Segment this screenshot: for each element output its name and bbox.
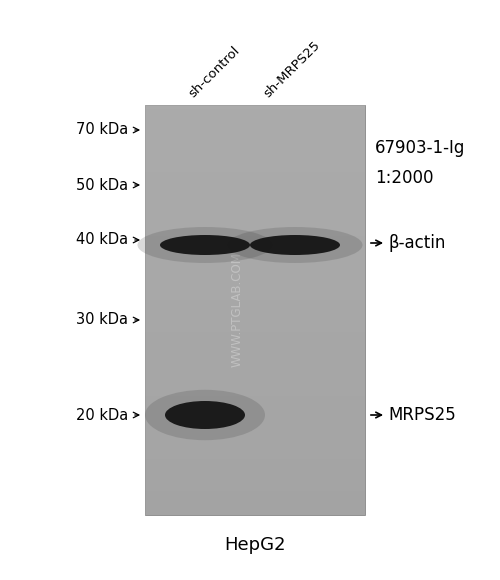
Text: HepG2: HepG2 (224, 536, 286, 554)
Text: 67903-1-Ig: 67903-1-Ig (375, 139, 466, 157)
Text: β-actin: β-actin (388, 234, 446, 252)
Text: 40 kDa: 40 kDa (76, 233, 128, 248)
Ellipse shape (145, 390, 265, 440)
Text: sh-control: sh-control (186, 44, 242, 100)
Ellipse shape (228, 227, 362, 263)
Bar (145, 105, 365, 515)
Ellipse shape (250, 235, 340, 255)
Text: MRPS25: MRPS25 (388, 406, 456, 424)
Ellipse shape (160, 235, 250, 255)
Text: 30 kDa: 30 kDa (76, 313, 128, 328)
Text: 50 kDa: 50 kDa (76, 177, 128, 193)
Text: WWW.PTGLAB.COM: WWW.PTGLAB.COM (231, 252, 244, 368)
Text: 20 kDa: 20 kDa (76, 408, 128, 422)
Text: sh-MRPS25: sh-MRPS25 (261, 38, 322, 100)
Text: 1:2000: 1:2000 (375, 169, 434, 187)
Ellipse shape (138, 227, 272, 263)
Text: 70 kDa: 70 kDa (76, 122, 128, 137)
Ellipse shape (165, 401, 245, 429)
